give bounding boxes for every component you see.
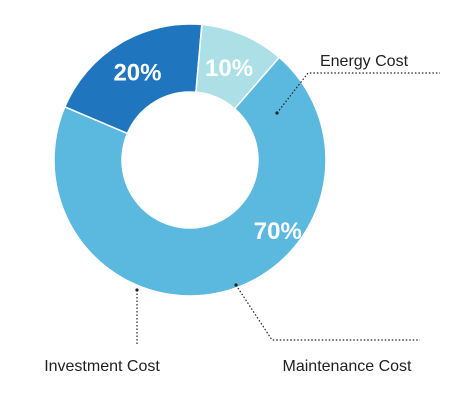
leader-dot-maintenance-cost	[234, 283, 238, 287]
donut-slices	[53, 23, 327, 297]
slice-energy-cost	[53, 56, 327, 297]
slice-investment-cost	[195, 23, 281, 110]
value-label-energy-cost: 70%	[254, 218, 302, 245]
percent-labels: 70% 20% 10%	[113, 55, 301, 245]
leader-dot-energy-cost	[275, 111, 279, 115]
value-label-maintenance-cost: 20%	[113, 60, 161, 87]
category-label-energy-cost: Energy Cost	[320, 53, 409, 70]
category-label-maintenance-cost: Maintenance Cost	[283, 358, 413, 375]
slice-maintenance-cost	[63, 23, 203, 135]
value-label-investment-cost: 10%	[205, 55, 253, 82]
leader-dot-investment-cost	[135, 288, 139, 292]
leader-lines	[135, 72, 440, 345]
category-labels: Energy Cost Maintenance Cost Investment Co…	[44, 53, 412, 375]
category-label-investment-cost: Investment Cost	[44, 358, 160, 375]
leader-line-maintenance-cost	[235, 284, 420, 341]
